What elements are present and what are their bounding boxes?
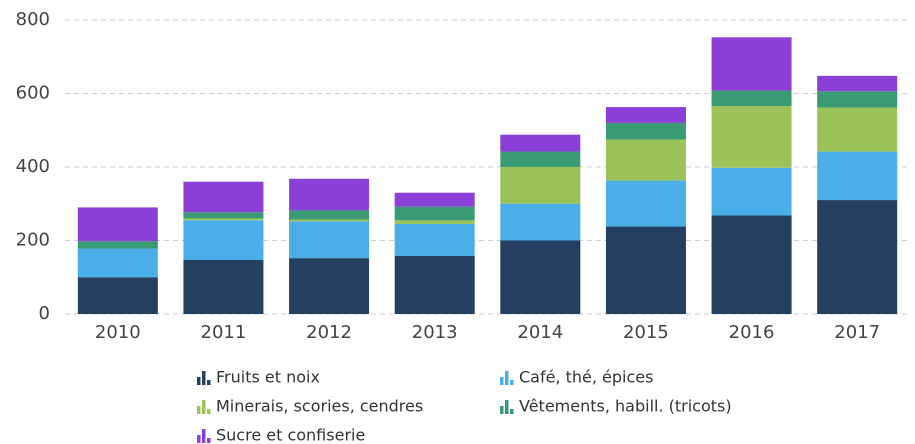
legend-icon [197,377,201,385]
bar-segment [77,241,158,249]
x-tick-label: 2017 [834,322,880,343]
bar-segment [289,178,370,211]
bar-segment [77,277,158,314]
x-tick-label: 2015 [623,322,669,343]
y-tick-label: 200 [16,230,50,251]
bar-segment [289,219,370,222]
bar-segment [605,180,686,227]
y-tick-label: 800 [16,9,50,30]
legend-icon [207,380,211,385]
bar-segment [817,91,898,108]
x-tick-label: 2014 [517,322,563,343]
bar-segment [394,192,475,207]
bar-segment [711,90,792,106]
legend-icon [500,406,504,414]
bar-segment [394,255,475,314]
bar-segment [817,107,898,152]
bar-segment [183,212,264,219]
bar-segment [711,37,792,91]
bar-segment [711,105,792,168]
bar-segment [394,206,475,221]
bar-segment [289,210,370,220]
bar-segment [500,203,581,241]
legend-label: Vêtements, habill. (tricots) [519,397,732,416]
legend-icon [500,377,504,385]
bar-segment [711,215,792,314]
legend-icon [202,371,206,385]
bar-segment [605,122,686,140]
legend-icon [197,406,201,414]
bar-segment [394,223,475,256]
y-tick-label: 600 [16,83,50,104]
x-tick-label: 2010 [95,322,141,343]
x-tick-label: 2016 [729,322,775,343]
legend-icon [202,400,206,414]
bar-segment [817,151,898,201]
legend-icon [207,409,211,414]
bar-segment [711,167,792,216]
bar-segment [183,218,264,221]
bar-segment [605,226,686,314]
bar-segment [605,107,686,123]
legend-label: Café, thé, épices [519,368,653,387]
x-tick-label: 2011 [201,322,247,343]
bar-segment [77,248,158,278]
bar-segment [394,220,475,224]
bar-segment [289,221,370,259]
bar-segment [817,75,898,92]
bar-segment [817,200,898,314]
legend-label: Minerais, scories, cendres [216,397,423,416]
legend-icon [197,435,201,443]
bar-segment [183,259,264,314]
y-tick-label: 0 [39,303,50,324]
legend-icon [505,400,509,414]
bar-segment [605,139,686,181]
bar-segment [183,220,264,260]
x-tick-label: 2012 [306,322,352,343]
bar-segment [289,258,370,314]
bar-segment [77,207,158,242]
legend-icon [510,409,514,414]
bar-segment [500,134,581,152]
legend-icon [505,371,509,385]
bar-segment [500,167,581,204]
bar-segment [500,240,581,314]
x-tick-label: 2013 [412,322,458,343]
legend-label: Sucre et confiserie [216,426,365,444]
legend-icon [207,438,211,443]
y-tick-label: 400 [16,156,50,177]
bar-segment [500,151,581,167]
bar-segment [183,181,264,213]
legend-icon [510,380,514,385]
legend-label: Fruits et noix [216,368,320,387]
legend-icon [202,429,206,443]
